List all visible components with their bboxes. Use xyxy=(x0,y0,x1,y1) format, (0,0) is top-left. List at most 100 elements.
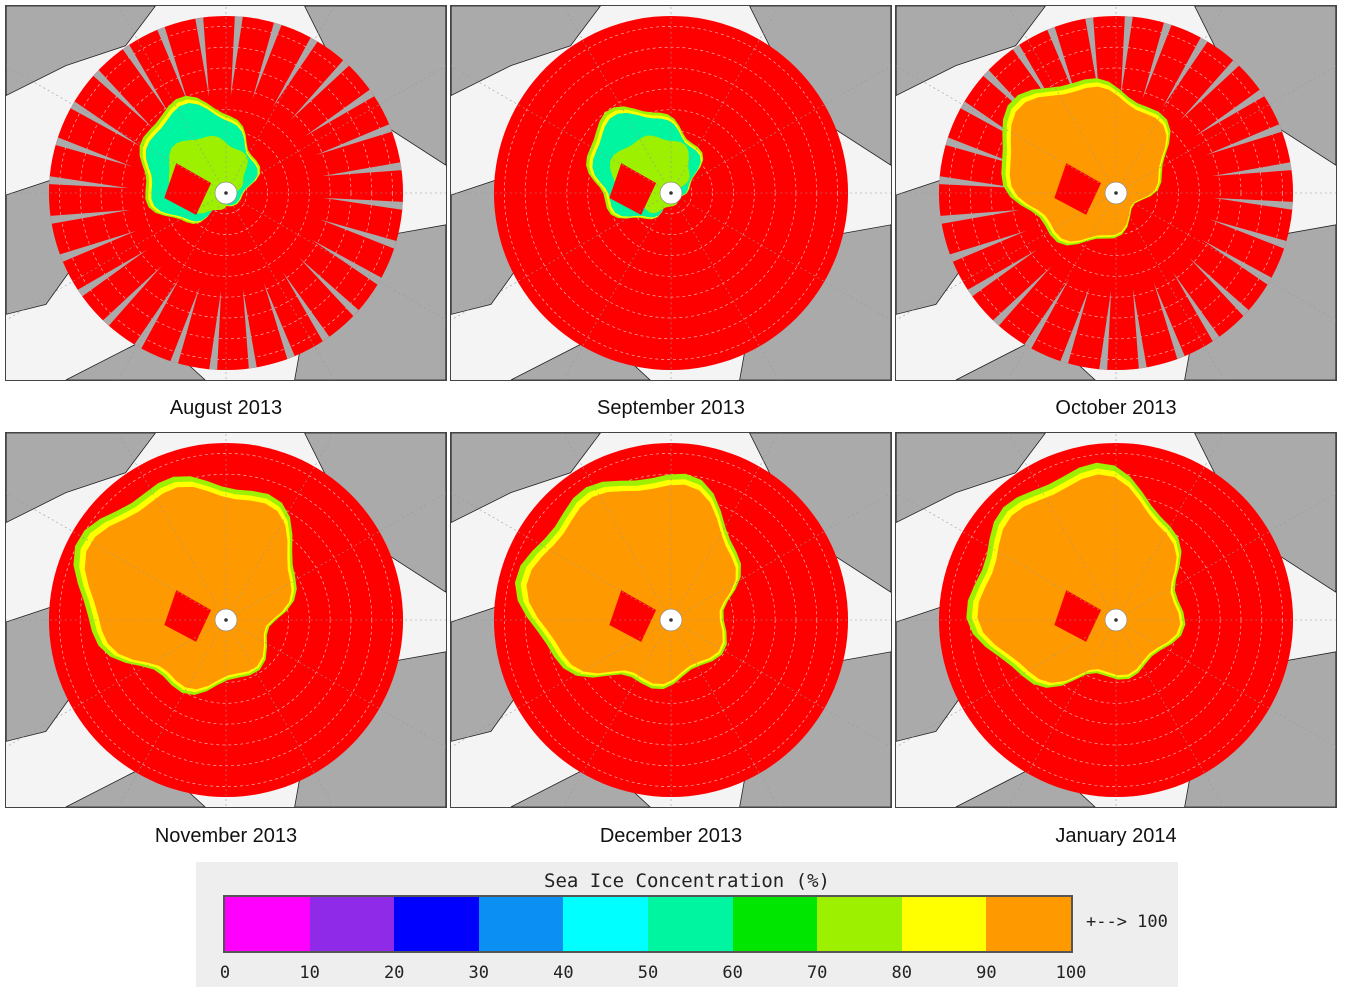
map-panel-november-2013 xyxy=(5,432,447,808)
swath-gap xyxy=(1172,272,1220,342)
map-svg xyxy=(6,433,446,807)
color-legend: Sea Ice Concentration (%) +--> 100 0 10 20… xyxy=(196,862,1178,987)
land-mass xyxy=(896,6,1046,97)
greenland-region xyxy=(1054,163,1102,215)
meridian-line xyxy=(1115,433,1225,621)
ice-pack xyxy=(84,486,292,690)
legend-tick-label: 100 xyxy=(1055,963,1087,983)
swath-gap xyxy=(242,288,257,369)
map-panel-january-2014 xyxy=(895,432,1337,808)
legend-title: Sea Ice Concentration (%) xyxy=(544,870,830,892)
grid-ring xyxy=(949,453,1283,787)
land-mass xyxy=(451,433,601,524)
caption-october-2013: October 2013 xyxy=(1055,397,1177,419)
pole-marker xyxy=(1114,618,1118,622)
swath-gap xyxy=(272,37,318,108)
swath-gap xyxy=(1024,278,1070,349)
grid-ring xyxy=(949,26,1283,360)
swath-gap xyxy=(122,44,170,114)
map-panel-october-2013 xyxy=(895,5,1337,381)
map-svg xyxy=(896,433,1336,807)
legend-tick-label: 50 xyxy=(637,963,659,983)
greenland-region xyxy=(1054,590,1102,642)
greenland-region xyxy=(164,163,212,215)
meridian-line xyxy=(562,433,672,621)
legend-swatch-0 xyxy=(225,897,310,951)
pole-marker xyxy=(669,618,673,622)
swath-gap xyxy=(323,197,403,210)
map-panel-september-2013 xyxy=(450,5,892,381)
grid-ring xyxy=(587,109,755,277)
swath-gap xyxy=(1060,286,1090,364)
swath-gap xyxy=(170,286,200,364)
meridian-line xyxy=(1007,6,1117,194)
caption-august-2013: August 2013 xyxy=(169,397,283,419)
swath-gap xyxy=(940,209,1021,224)
swath-gap xyxy=(282,272,330,342)
pole-marker xyxy=(1114,191,1118,195)
grid-ring xyxy=(59,26,393,360)
swath-gap xyxy=(195,17,210,98)
swath-gap xyxy=(1153,282,1185,360)
map-svg xyxy=(896,6,1336,380)
meridian-line xyxy=(1115,192,1336,321)
grid-ring xyxy=(504,26,838,360)
swath-gap xyxy=(1142,22,1172,100)
meridian-line xyxy=(117,433,227,621)
legend-tick-label: 20 xyxy=(383,963,405,983)
legend-swatch-3 xyxy=(478,897,564,951)
swath-gap xyxy=(77,249,147,297)
meridian-line xyxy=(1115,619,1336,748)
grid-ring xyxy=(504,453,838,787)
swath-gap xyxy=(263,282,295,360)
swath-gap xyxy=(102,266,162,326)
legend-swatch-9 xyxy=(986,897,1071,951)
greenland-region xyxy=(609,590,657,642)
grid-ring xyxy=(121,88,331,298)
swath-gap xyxy=(1205,124,1283,156)
legend-over-label: +--> 100 xyxy=(1086,912,1168,932)
grid-ring xyxy=(1032,109,1200,277)
meridian-line xyxy=(225,6,335,194)
swath-gap xyxy=(1195,89,1265,137)
map-svg xyxy=(451,433,891,807)
legend-tick-label: 60 xyxy=(722,963,743,983)
meridian-line xyxy=(6,192,227,321)
meridian-line xyxy=(1115,65,1336,194)
swath-gap xyxy=(319,219,397,249)
swath-gap xyxy=(1120,16,1133,96)
swath-gap xyxy=(299,257,359,317)
grid-ring xyxy=(142,536,310,704)
ice-pack xyxy=(977,474,1181,683)
caption-january-2014: January 2014 xyxy=(1055,825,1177,847)
swath-gap xyxy=(311,239,382,285)
swath-gap xyxy=(70,101,141,147)
meridian-line xyxy=(1115,6,1225,194)
pole-marker xyxy=(224,191,228,195)
swath-gap xyxy=(949,230,1027,262)
legend-swatch-5 xyxy=(647,897,733,951)
map-panel-december-2013 xyxy=(450,432,892,808)
grid-ring xyxy=(1032,536,1200,704)
grid-ring xyxy=(142,109,310,277)
swath-gap xyxy=(290,60,350,120)
swath-gap xyxy=(1180,60,1240,120)
legend-tick-label: 80 xyxy=(891,963,913,983)
ice-pack xyxy=(526,484,736,684)
caption-september-2013: September 2013 xyxy=(597,397,745,419)
swath-gap xyxy=(1189,257,1249,317)
swath-gap xyxy=(305,89,375,137)
swath-gap xyxy=(59,230,137,262)
swath-gap xyxy=(55,137,133,167)
legend-swatch-7 xyxy=(817,897,902,951)
swath-gap xyxy=(157,26,189,104)
land-mass xyxy=(6,6,156,97)
swath-gap xyxy=(1162,37,1208,108)
legend-swatch-6 xyxy=(732,897,818,951)
swath-gap xyxy=(1085,17,1100,98)
swath-gap xyxy=(1201,239,1272,285)
map-svg xyxy=(6,6,446,380)
swath-gap xyxy=(967,249,1037,297)
greenland-region xyxy=(609,163,657,215)
swath-gap xyxy=(209,290,222,370)
